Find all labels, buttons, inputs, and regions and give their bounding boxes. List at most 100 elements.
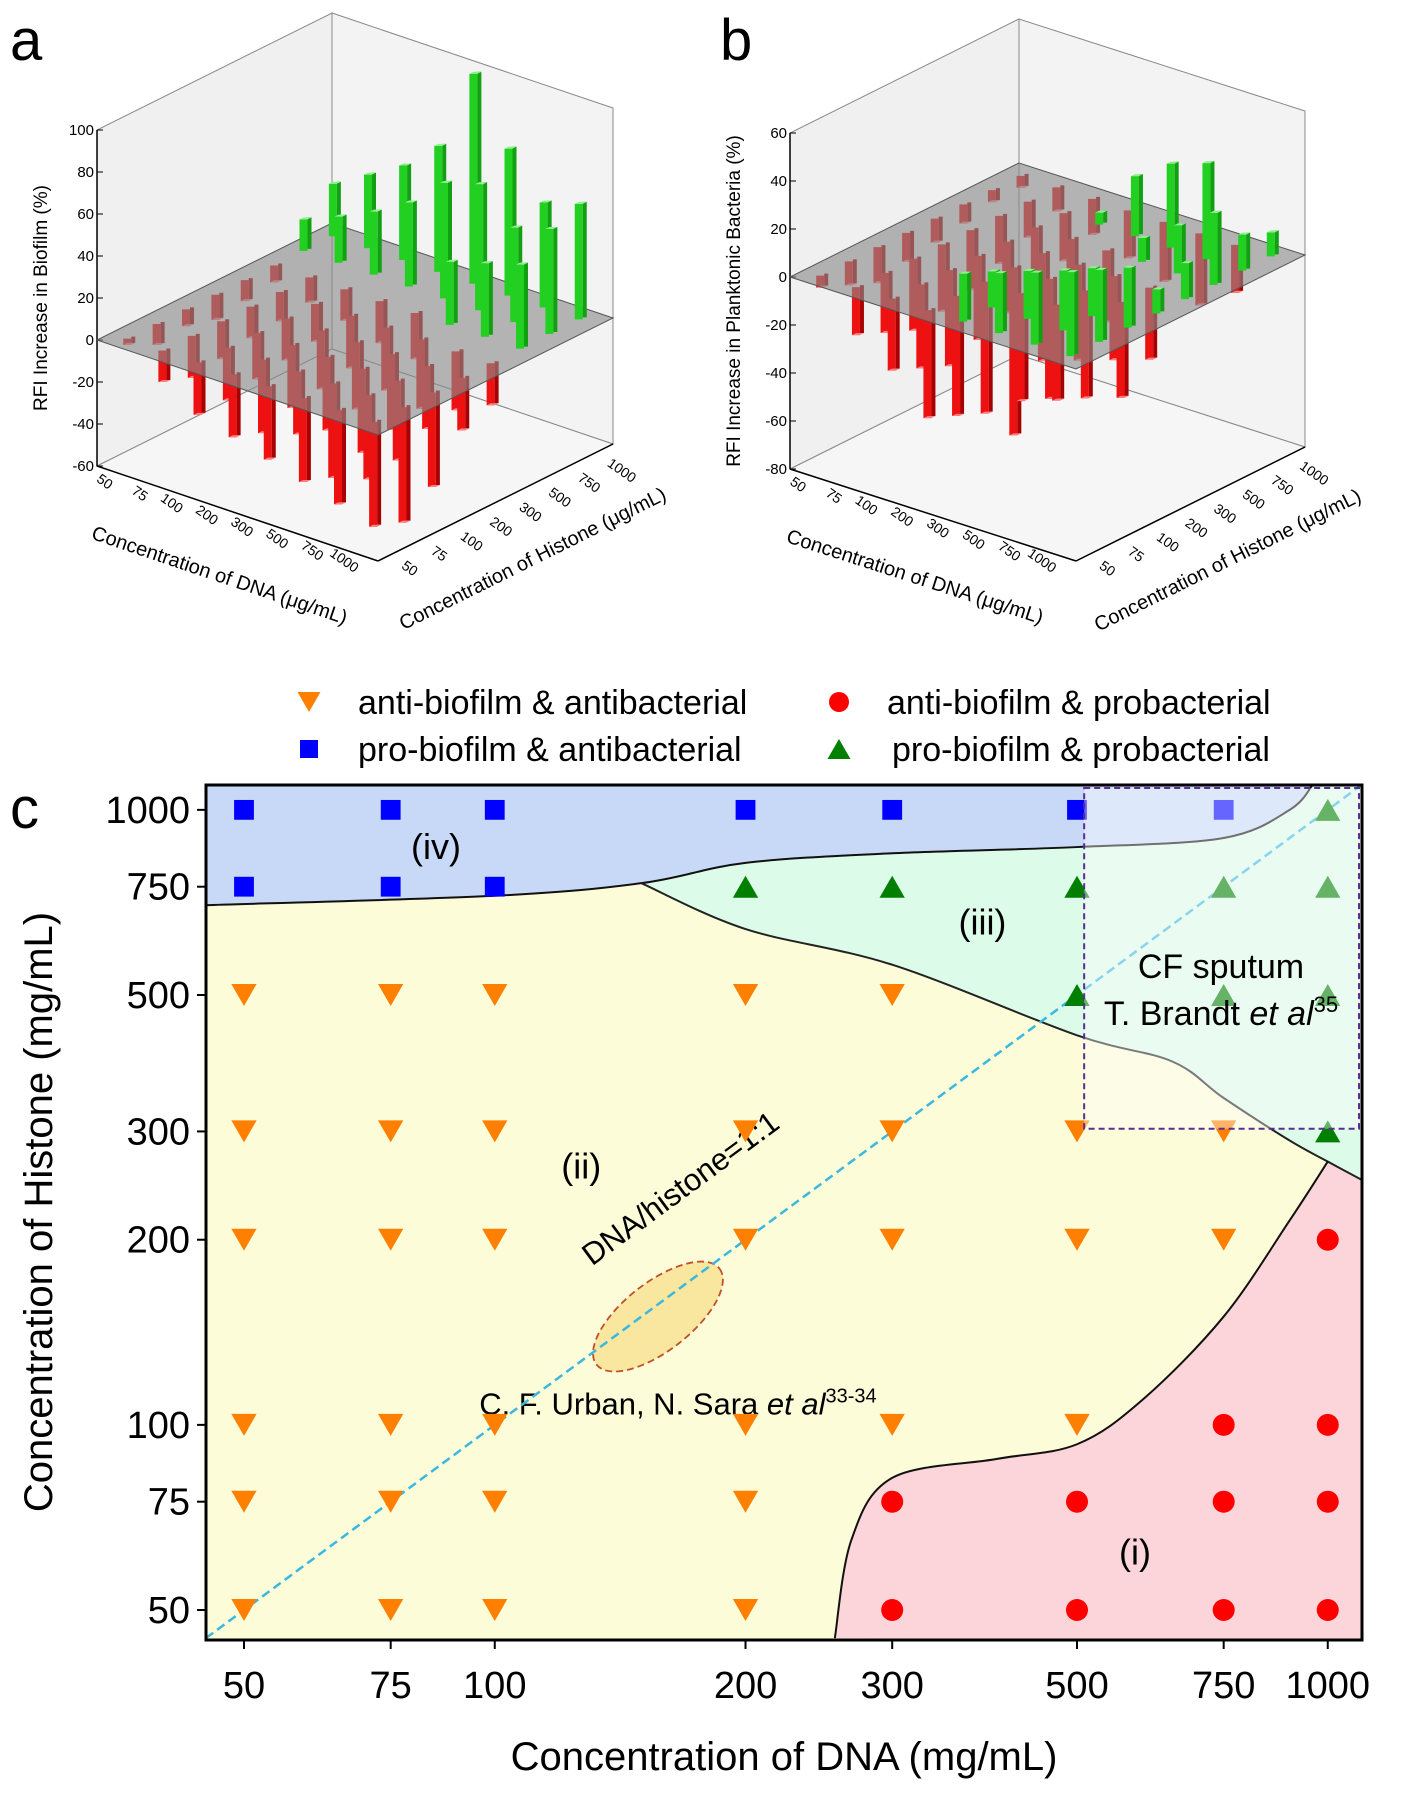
legend-marker-circle — [829, 692, 849, 712]
bar-top-cap — [574, 201, 587, 204]
bar-side-face — [1074, 270, 1079, 355]
x-tick-label: 1000 — [1285, 1665, 1370, 1707]
bar-top-cap — [328, 181, 341, 184]
dna-tick-label: 50 — [787, 473, 809, 495]
bar-top-cap — [1266, 230, 1279, 233]
bar-front-face — [1202, 163, 1211, 260]
triangle-down-marker — [732, 1599, 759, 1621]
z-tick-label: 100 — [69, 122, 94, 139]
bar-side-face — [448, 180, 452, 297]
region-iii-fill — [641, 784, 1363, 1181]
bar-front-face — [952, 295, 961, 416]
bar-top-cap — [334, 502, 346, 505]
bar — [1123, 265, 1136, 328]
bar — [1166, 161, 1179, 248]
bar-top-cap — [539, 200, 552, 203]
triangle-down-marker — [231, 1490, 257, 1513]
bar-front-face — [258, 359, 266, 434]
triangle-down-marker — [1064, 1413, 1090, 1436]
square-marker — [1213, 799, 1234, 820]
triangle-down-marker — [482, 1120, 508, 1143]
bar-top-cap — [480, 261, 493, 264]
histone-tick-label: 300 — [516, 499, 544, 526]
panel-label-c: c — [10, 776, 39, 841]
bar-side-face — [1160, 287, 1165, 312]
bar-side-face — [342, 214, 347, 261]
z-tick-label: 60 — [770, 125, 787, 142]
y-tick-label: 200 — [127, 1220, 190, 1262]
bar-side-face — [859, 285, 864, 334]
bar-front-face — [1152, 289, 1161, 314]
dna-axis-line — [96, 465, 379, 562]
bar — [1066, 270, 1079, 357]
bar-front-face — [1266, 232, 1275, 257]
z-axis-title: RFI Increase in Biofilm (%) — [31, 185, 52, 411]
triangle-up-marker — [1211, 875, 1237, 898]
bar-front-face — [363, 395, 372, 480]
bar-top-cap — [545, 227, 558, 229]
bar-top-cap — [228, 435, 241, 438]
circle-marker — [1066, 1490, 1088, 1513]
region-label: (ii) — [561, 1146, 601, 1187]
italic-et-al: et al — [1249, 995, 1315, 1033]
triangle-down-marker — [297, 692, 321, 712]
bar-top-cap — [434, 143, 447, 146]
bar-front-face — [959, 273, 968, 322]
bar-side-face — [931, 308, 936, 417]
region-label: (i) — [1119, 1532, 1151, 1573]
bar — [440, 180, 452, 299]
bar — [427, 390, 440, 487]
bar-side-face — [1124, 299, 1129, 396]
bar — [369, 419, 382, 527]
bar-top-cap — [427, 485, 440, 487]
bar — [516, 262, 528, 349]
bar-top-cap — [457, 428, 470, 431]
bar-front-face — [1123, 267, 1132, 328]
dna-tick-label: 75 — [129, 482, 151, 504]
triangle-up-marker — [1064, 984, 1090, 1006]
bar-top-cap — [486, 403, 499, 406]
bar — [1152, 287, 1165, 314]
circle-marker — [881, 1490, 904, 1513]
bar-top-cap — [469, 71, 482, 74]
plot-frame — [204, 783, 1364, 1642]
histone-tick-label: 500 — [1240, 486, 1268, 513]
triangle-down-marker — [879, 1228, 905, 1251]
square-marker — [1067, 799, 1087, 820]
bar-top-cap — [1231, 290, 1244, 293]
triangle-down-marker — [732, 984, 759, 1006]
bar-front-face — [851, 287, 860, 336]
bar — [480, 261, 493, 337]
triangle-down-marker — [1064, 1228, 1090, 1251]
bar — [299, 217, 312, 251]
bar — [364, 172, 376, 249]
bar-top-cap — [399, 163, 412, 166]
bar-front-face — [504, 148, 513, 296]
bar-side-face — [306, 396, 311, 480]
dna-axis-line — [789, 468, 1077, 562]
bar-front-face — [1166, 163, 1175, 248]
square-marker — [380, 799, 401, 820]
bar-side-face — [377, 419, 382, 525]
triangle-up-marker — [1315, 875, 1341, 898]
bar — [1138, 235, 1151, 262]
bar-top-cap — [516, 262, 528, 265]
triangle-up-marker — [1315, 984, 1341, 1006]
circle-marker — [1316, 1599, 1339, 1621]
bar-top-cap — [1173, 223, 1186, 226]
bar-top-cap — [1059, 268, 1072, 271]
bar-top-cap — [369, 209, 382, 212]
triangle-down-marker — [231, 1599, 257, 1621]
bar-top-cap — [980, 411, 993, 414]
bar-top-cap — [1202, 161, 1215, 164]
bar-top-cap — [1130, 174, 1143, 177]
bar-side-face — [488, 261, 493, 335]
bar-front-face — [994, 273, 1003, 334]
bar-top-cap — [1087, 266, 1100, 269]
bar-front-face — [399, 165, 408, 260]
histone-tick-label: 100 — [458, 528, 486, 555]
bar-side-face — [377, 209, 382, 273]
bar-top-cap — [440, 180, 452, 183]
bar-top-cap — [475, 182, 488, 185]
